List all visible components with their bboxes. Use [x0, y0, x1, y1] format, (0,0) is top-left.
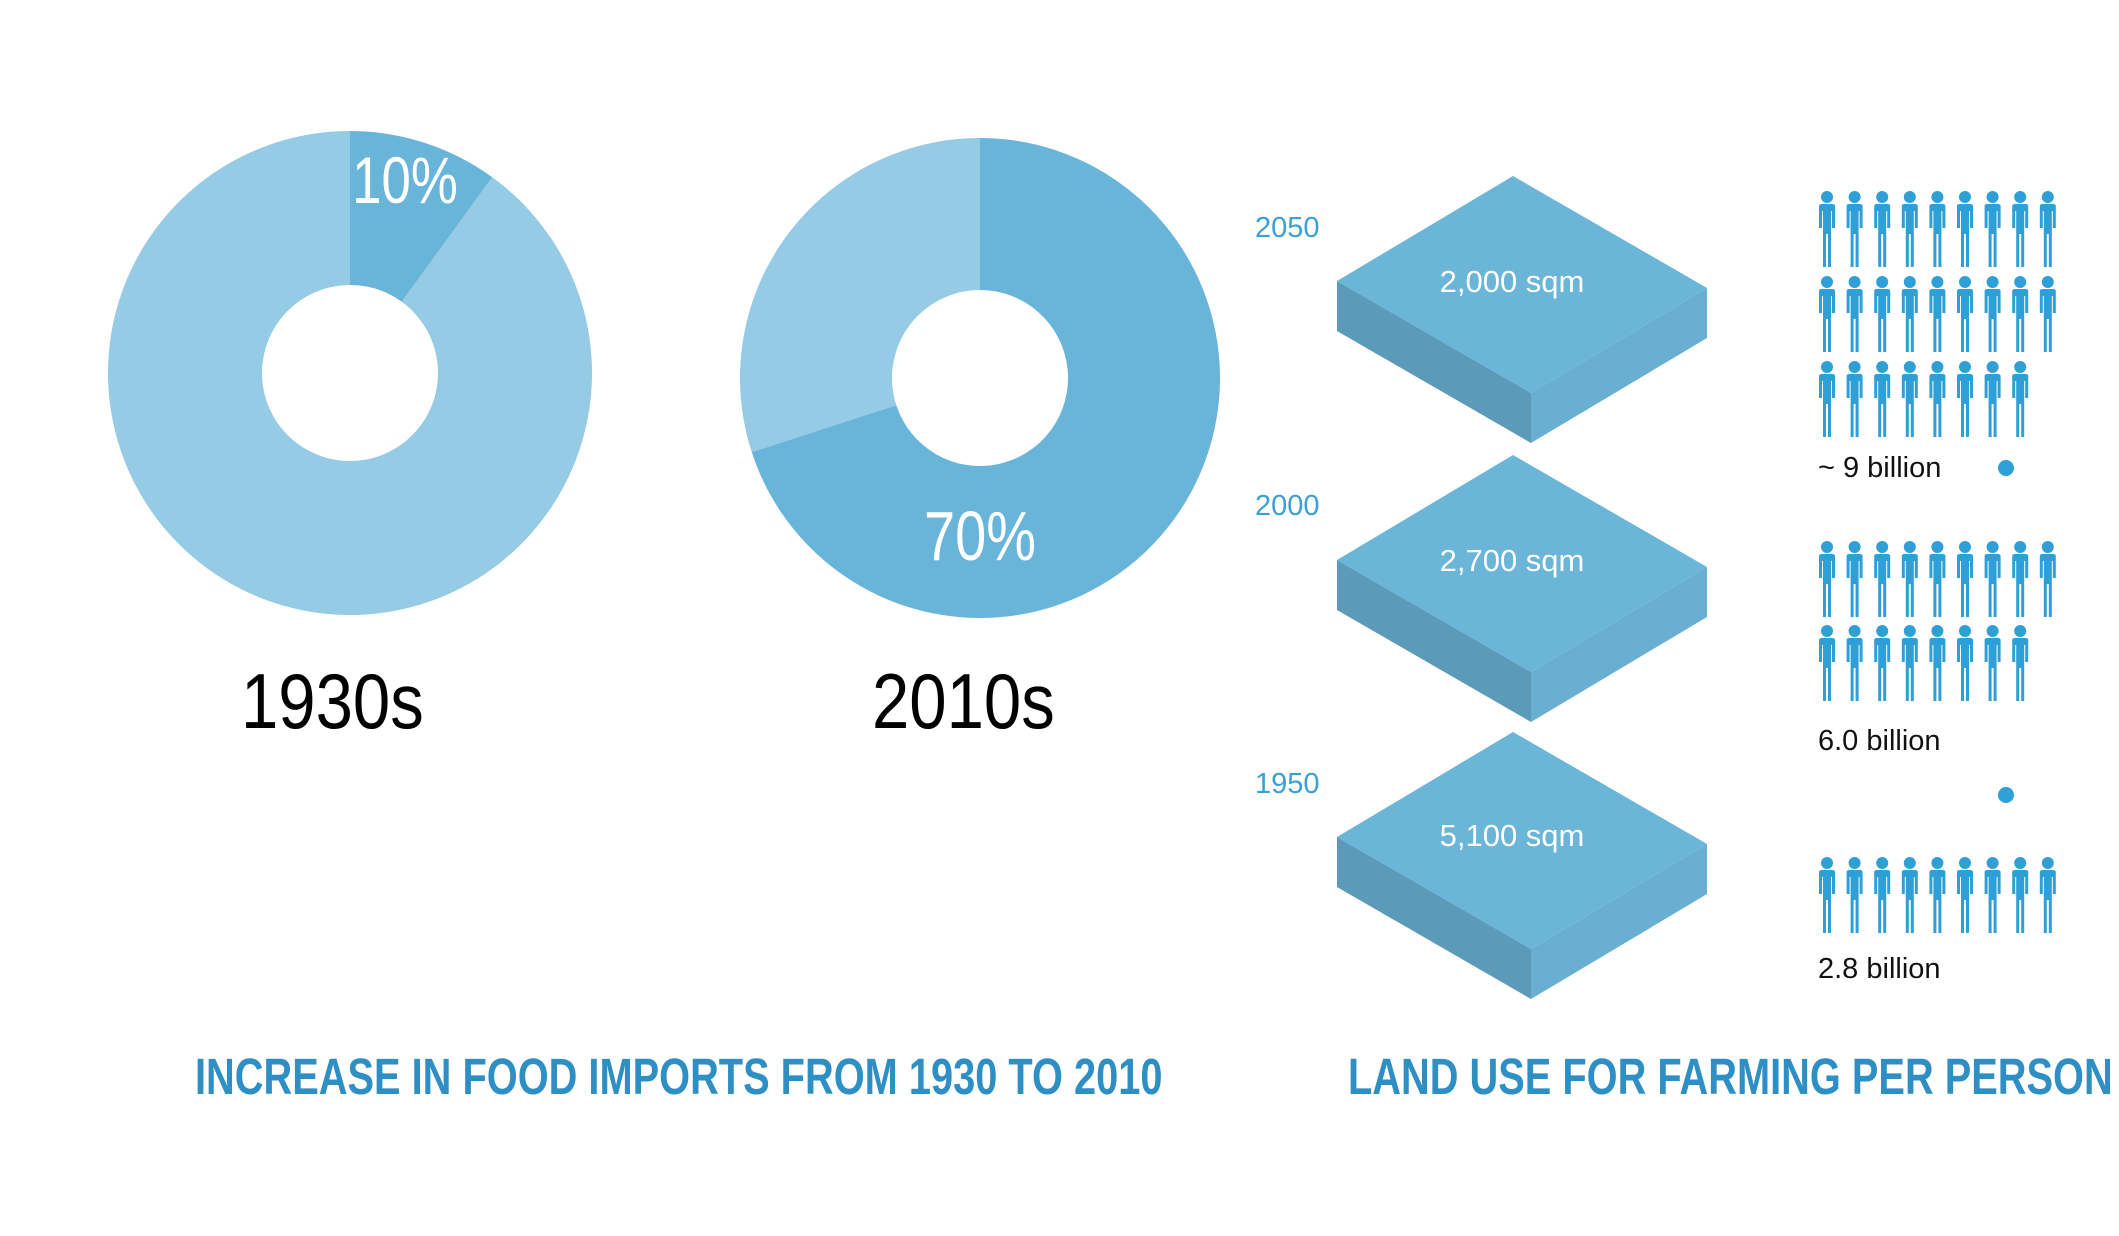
slab-left-face [1337, 560, 1531, 722]
person-icon [1984, 625, 2001, 701]
person-icon [1984, 541, 2001, 617]
person-icon [1957, 276, 1973, 352]
person-icon [1846, 541, 1863, 617]
person-icon [1984, 191, 2001, 267]
slab-right-face [1531, 288, 1707, 443]
person-icon [1846, 191, 1863, 267]
donut-1930s-value-label: 10% [352, 143, 458, 217]
person-icon [1846, 625, 1863, 701]
decade-label-1930s: 1930s [241, 657, 424, 745]
person-icon [1874, 541, 1891, 617]
person-icon [1984, 276, 2001, 352]
donut-slice-imports [751, 138, 1220, 619]
slab-2000-value-label: 2,700 sqm [1440, 543, 1585, 578]
person-icon [1874, 361, 1891, 437]
donut-slice-imports [350, 131, 493, 302]
donut-slice-remainder [739, 138, 980, 453]
person-icon [1874, 625, 1891, 701]
year-label-2050: 2050 [1255, 212, 1320, 244]
population-label-2050: ~ 9 billion [1818, 452, 1942, 484]
person-icon [1929, 361, 1946, 437]
person-icon [1819, 361, 1835, 437]
year-label-2000: 2000 [1255, 490, 1320, 522]
person-icon [1929, 857, 1946, 933]
year-label-1950: 1950 [1255, 768, 1320, 800]
person-icon [1819, 541, 1835, 617]
person-icon [1846, 276, 1863, 352]
person-icon [1819, 625, 1835, 701]
land-use-title: LAND USE FOR FARMING PER PERSON [1348, 1048, 2113, 1105]
donut-slice-remainder [108, 131, 593, 615]
population-label-1950: 2.8 billion [1818, 953, 1941, 985]
person-icon [1901, 361, 1918, 437]
person-icon [1929, 276, 1946, 352]
person-icon [1846, 361, 1863, 437]
slab-left-face [1337, 281, 1531, 443]
slab-1950-value-label: 5,100 sqm [1440, 818, 1585, 853]
person-icon [1957, 361, 1973, 437]
population-label-2000: 6.0 billion [1818, 725, 1941, 757]
person-icon [1819, 191, 1835, 267]
person-icon [1874, 276, 1891, 352]
food-imports-title: INCREASE IN FOOD IMPORTS FROM 1930 TO 20… [195, 1048, 1163, 1105]
person-icon [1957, 541, 1973, 617]
person-icon [2012, 541, 2029, 617]
person-icon [1901, 857, 1918, 933]
person-icon [1957, 191, 1973, 267]
land-slab-2000 [1337, 455, 1707, 722]
donut-2010s-value-label: 70% [924, 498, 1036, 575]
person-icon [1846, 857, 1863, 933]
person-icon [1984, 857, 2001, 933]
population-marker-dot [1998, 460, 2014, 476]
donut-chart-1930s [108, 131, 593, 615]
slab-right-face [1531, 567, 1707, 722]
population-marker-dot [1998, 787, 2014, 803]
person-icon [1957, 625, 1973, 701]
person-icon [1901, 625, 1918, 701]
person-icon [1901, 191, 1918, 267]
person-icon [2012, 276, 2029, 352]
person-icon [1929, 541, 1946, 617]
land-slab-2050 [1337, 176, 1707, 443]
person-icon [2012, 625, 2029, 701]
person-icon [2012, 361, 2029, 437]
person-icon [2039, 191, 2056, 267]
person-icon [2012, 857, 2029, 933]
person-icon [1901, 276, 1918, 352]
person-icon [2012, 191, 2029, 267]
donut-chart-2010s [739, 138, 1220, 619]
person-icon [1984, 361, 2001, 437]
person-icon [2039, 541, 2056, 617]
slab-right-face [1531, 844, 1707, 999]
slab-top-face [1337, 455, 1707, 672]
slab-2050-value-label: 2,000 sqm [1440, 264, 1585, 299]
person-icon [1874, 857, 1891, 933]
land-slab-1950 [1337, 732, 1707, 999]
decade-label-2010s: 2010s [872, 657, 1055, 745]
person-icon [2039, 857, 2056, 933]
slab-left-face [1337, 837, 1531, 999]
person-icon [1929, 625, 1946, 701]
person-icon [1819, 857, 1835, 933]
population-pictograph [1819, 191, 2056, 933]
person-icon [1819, 276, 1835, 352]
slab-top-face [1337, 732, 1707, 949]
person-icon [1901, 541, 1918, 617]
slab-top-face [1337, 176, 1707, 393]
person-icon [2039, 276, 2056, 352]
person-icon [1929, 191, 1946, 267]
person-icon [1874, 191, 1891, 267]
person-icon [1957, 857, 1973, 933]
